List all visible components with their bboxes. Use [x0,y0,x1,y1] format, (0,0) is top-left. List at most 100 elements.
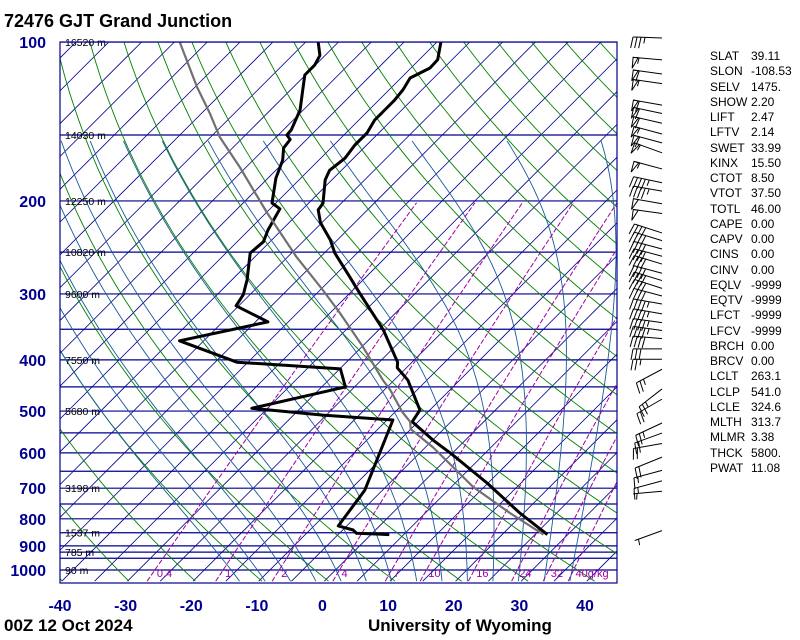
parameter-value: 1475. [751,79,782,94]
parameter-value: 15.50 [751,155,782,170]
mixing-ratio-line [271,202,523,582]
parameter-row: EQTV -9999 [710,293,792,308]
moist-adiabat [60,204,317,582]
parameter-row: CINV 0.00 [710,263,792,278]
parameter-row: CINS 0.00 [710,247,792,262]
mixing-ratio-label: 4 [342,568,348,580]
parameter-label: LCLP [710,384,741,399]
moist-adiabat [60,306,266,582]
wind-barb [630,348,662,360]
parameter-value: 8.50 [751,171,775,185]
isotherm [422,386,617,582]
wind-barb [635,368,663,394]
parameter-label: CTOT [710,171,743,185]
parameter-label: LCLT [710,369,739,384]
wind-barb [634,432,663,455]
dry-adiabat [89,42,529,582]
axis-labels: 0.4 1 2 4 7 10 16 24 32 40g/kg1002003004005006007… [10,35,608,615]
mixing-ratio-line [567,480,617,582]
wind-barb [630,142,663,154]
pressure-tick-label: 500 [19,404,46,421]
parameter-row: VTOT 37.50 [710,186,792,201]
isotherm [60,42,143,125]
wind-barb [628,287,663,302]
parameter-row: CTOT 8.50 [710,171,792,186]
parameter-row: MLMR 3.38 [710,430,792,445]
parameter-value: 0.00 [751,354,775,368]
parameter-label: CAPV [710,232,743,246]
wind-barb [629,335,663,349]
station-title: 72476 GJT Grand Junction [4,11,233,31]
mixing-ratio-line [511,382,617,582]
isotherm [60,42,504,486]
parameter-value: 2.47 [751,110,775,124]
moist-adiabat [569,140,617,582]
dry-adiabat [395,42,617,282]
parameter-value: 0.00 [751,247,775,262]
height-label: 9600 m [65,289,100,301]
parameter-row: MLTH 313.7 [710,415,792,430]
parameter-row: LCLE 324.6 [710,400,792,415]
mixing-ratio-line [419,247,617,582]
temperature-tick-label: -30 [114,598,137,615]
parameter-label: SLON [710,64,743,79]
mixing-ratio-label: 24 [519,568,531,580]
parameter-label: MLMR [710,430,746,445]
parameter-value: -9999 [751,293,782,307]
height-label: 12250 m [65,196,106,208]
isotherm [60,42,176,158]
temperature-tick-label: 40 [576,598,594,615]
pressure-tick-label: 900 [19,539,46,556]
moist-adiabat [89,140,367,582]
parameter-value: 46.00 [751,201,782,216]
mixing-ratio-label: 0.4 [157,568,172,580]
wind-barb [635,422,663,447]
parameter-value: 0.00 [751,262,775,277]
parameter-value: 11.08 [751,460,781,475]
temperature-tick-label: -40 [48,598,71,615]
isotherm [60,42,340,322]
isotherm [94,58,617,582]
isotherm [356,320,617,582]
parameter-label: SELV [710,79,740,94]
parameter-row: EQLV -9999 [710,278,792,293]
isotherm [225,189,617,582]
moist-adiabat [123,140,392,582]
mixing-ratio-label: 10 [428,568,440,580]
wind-barb [632,442,663,460]
dry-adiabat [463,42,617,208]
dry-adiabat [293,42,617,396]
parameter-value: -9999 [751,308,782,323]
isotherm [324,287,617,582]
temperature-tick-label: -20 [180,598,203,615]
isotherm [60,42,405,387]
moist-adiabat [207,140,443,582]
dry-adiabat [60,56,462,582]
wind-barb [628,248,663,263]
wind-barb [628,265,663,280]
dry-adiabat [191,42,617,514]
background-lines [60,42,617,582]
parameter-value: 2.20 [751,94,775,109]
mixing-ratio-label: 40g/kg [576,568,609,580]
parameter-row: KINX 15.50 [710,156,792,171]
temperature-tick-label: 10 [379,598,397,615]
dry-adiabat [497,42,617,171]
parameter-label: TOTL [710,201,741,216]
parameter-label: BRCV [710,354,744,368]
pressure-tick-label: 700 [19,481,46,498]
parameter-row: CAPE 0.00 [710,217,792,232]
wind-barb [631,208,663,221]
parameter-row: CAPV 0.00 [710,232,792,247]
parameter-row: SWET 33.99 [710,141,792,156]
sounding-date: 00Z 12 Oct 2024 [4,616,133,635]
temperature-profile [316,42,549,536]
wind-barb [629,185,663,199]
isotherm [60,42,274,256]
parameter-row: SHOW 2.20 [710,95,792,110]
isotherm [389,353,617,582]
parameter-label: LFTV [710,125,740,140]
parameter-row: TOTL 46.00 [710,202,792,217]
mixing-ratio-label: 32 [551,568,563,580]
parcel-path [178,42,545,536]
